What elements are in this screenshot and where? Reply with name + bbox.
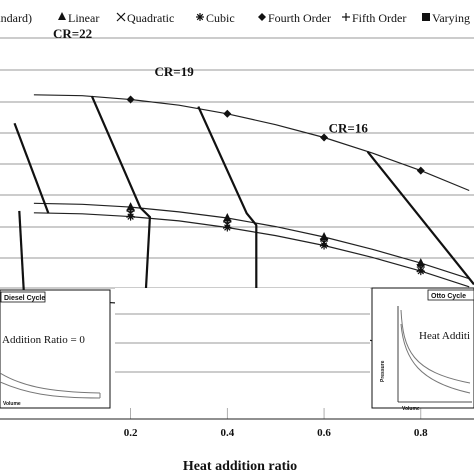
- x-tick-label: 0.4: [220, 427, 234, 439]
- diesel-inset: Diesel Cycle Addition Ratio = 0 Volume: [0, 289, 111, 409]
- compression-ratio-labels: CR=22 CR=19 CR=16: [53, 26, 368, 136]
- x-stroke: [222, 220, 232, 229]
- diesel-inset-curve: [0, 372, 101, 394]
- cr-label: CR=19: [155, 64, 195, 79]
- legend-label: Fourth Order: [268, 11, 331, 25]
- diesel-inset-xlabel: Volume: [3, 401, 21, 407]
- x-axis-label: Heat addition ratio: [183, 459, 297, 474]
- x-marker: [319, 238, 329, 247]
- diesel-inset-curve: [0, 381, 101, 399]
- compression-ratio-line: [13, 122, 50, 214]
- compression-ratio-lines: [13, 95, 474, 316]
- diamond-marker: [320, 133, 329, 142]
- legend-label: Varying: [432, 11, 470, 25]
- x-stroke: [126, 209, 136, 219]
- otto-inset-title: Otto Cycle: [431, 293, 466, 300]
- compression-ratio-line: [18, 210, 26, 299]
- compression-ratio-line: [90, 95, 152, 305]
- triangle-marker: [126, 202, 135, 211]
- legend-label: tandard): [0, 11, 32, 25]
- otto-inset-curve: [400, 323, 471, 394]
- x-tick-label: 0.6: [317, 427, 331, 439]
- otto-inset-xlabel: Volume: [402, 406, 420, 412]
- x-stroke: [319, 238, 329, 247]
- otto-inset-ylabel: Pressure: [380, 360, 386, 382]
- middle-inset-frame: [115, 288, 370, 408]
- x-marker: [222, 220, 232, 229]
- otto-inset-title-box: [427, 289, 474, 301]
- x-tick-label: 0.2: [124, 427, 138, 439]
- plus-marker: [342, 13, 350, 21]
- diesel-inset-title-box: [0, 291, 46, 303]
- diesel-inset-title: Diesel Cycle: [4, 295, 45, 302]
- otto-inset-curve: [400, 309, 471, 384]
- diamond-marker: [223, 109, 232, 118]
- otto-inset-text: Heat Additi: [419, 330, 470, 342]
- x-stroke: [416, 263, 426, 273]
- diesel-inset-text: Addition Ratio = 0: [2, 334, 85, 346]
- legend-label: Quadratic: [127, 11, 174, 25]
- diamond-marker: [126, 95, 135, 104]
- series-line: [33, 212, 470, 288]
- asterisk-marker: [196, 13, 204, 21]
- x-stroke: [116, 12, 126, 22]
- x-marker: [116, 12, 126, 22]
- diamond-marker: [258, 13, 266, 21]
- middle-inset: [115, 288, 370, 408]
- legend-label: Fifth Order: [352, 11, 406, 25]
- diamond-marker: [416, 166, 425, 175]
- otto-inset: Otto Cycle Heat Additi Pressure Volume: [371, 287, 474, 412]
- compression-ratio-line: [366, 151, 474, 286]
- triangle-marker: [223, 213, 232, 222]
- legend-label: Cubic: [206, 11, 235, 25]
- legend: tandard) Linear Quadratic Cubic Fourth Order…: [0, 11, 470, 25]
- triangle-marker: [320, 232, 329, 240]
- cr-label: CR=16: [329, 121, 369, 136]
- x-marker: [126, 209, 136, 219]
- x-tick-labels: 0.2 0.4 0.6 0.8: [124, 427, 428, 439]
- cr-label: CR=22: [53, 26, 92, 41]
- x-tick-label: 0.8: [414, 427, 428, 439]
- x-marker: [416, 263, 426, 273]
- series-line: [33, 94, 470, 192]
- triangle-marker: [416, 258, 425, 267]
- square-marker: [422, 13, 430, 21]
- series-line: [33, 202, 470, 280]
- legend-label: Linear: [68, 11, 99, 25]
- triangle-marker: [58, 12, 66, 20]
- otto-inset-frame: [371, 287, 474, 409]
- compression-ratio-line: [197, 106, 258, 316]
